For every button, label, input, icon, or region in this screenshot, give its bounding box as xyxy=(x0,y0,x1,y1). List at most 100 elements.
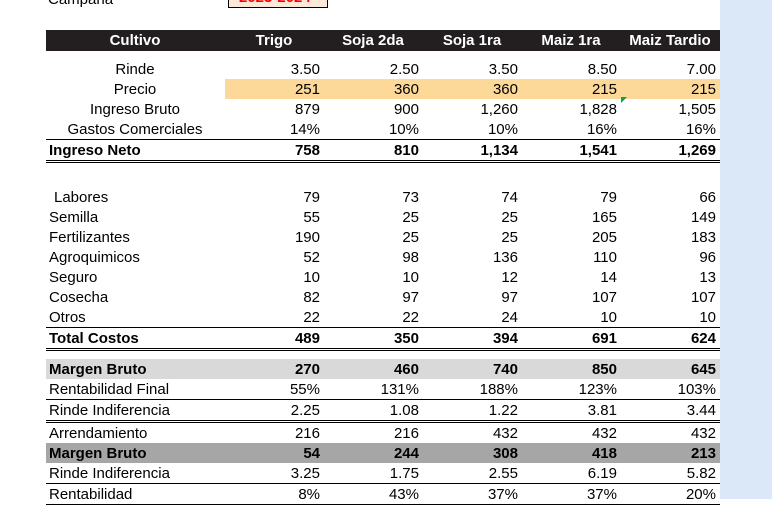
header-cell-maiz-1ra[interactable]: Maiz 1ra xyxy=(522,30,621,51)
cell-value[interactable]: 37% xyxy=(423,483,522,505)
cell-label[interactable]: Agroquimicos xyxy=(49,248,140,266)
cell-label[interactable]: Rentabilidad Final xyxy=(46,379,225,400)
cell-value[interactable]: 1,260 xyxy=(480,100,518,118)
cell-value[interactable]: 13 xyxy=(699,268,716,286)
cell-value[interactable]: 190 xyxy=(294,228,320,246)
cell-label[interactable]: Ingreso Neto xyxy=(46,139,225,163)
cell-label[interactable]: Gastos Comerciales xyxy=(46,119,225,140)
cell-value[interactable]: 149 xyxy=(690,208,716,226)
cell-value[interactable]: 24 xyxy=(423,307,522,328)
cell-value[interactable]: 691 xyxy=(522,327,621,351)
cell-value[interactable]: 740 xyxy=(423,359,522,379)
cell-value[interactable]: 10% xyxy=(423,119,522,140)
cell-value[interactable]: 16% xyxy=(522,119,621,140)
cell-value[interactable]: 131% xyxy=(324,379,423,400)
cell-value[interactable]: 183 xyxy=(690,228,716,246)
cell-value[interactable]: 1.22 xyxy=(423,399,522,423)
cell-value[interactable]: 360 xyxy=(324,79,423,99)
cell-value[interactable]: 879 xyxy=(294,100,320,118)
cell-value[interactable]: 432 xyxy=(690,424,716,442)
cell-value[interactable]: 103% xyxy=(621,379,720,400)
cell-value[interactable]: 54 xyxy=(225,443,324,463)
cell-value[interactable]: 165 xyxy=(591,208,617,226)
header-cell-soja-1ra[interactable]: Soja 1ra xyxy=(423,30,522,51)
cell-value[interactable]: 97 xyxy=(402,288,419,306)
cell-value[interactable]: 489 xyxy=(225,327,324,351)
cell-label[interactable]: Total Costos xyxy=(46,327,225,351)
cell-value[interactable]: 7.00 xyxy=(686,60,716,78)
cell-value[interactable]: 3.50 xyxy=(290,60,320,78)
cell-value[interactable]: 8% xyxy=(225,483,324,505)
cell-value[interactable]: 12 xyxy=(501,268,518,286)
cell-label[interactable]: Ingreso Bruto xyxy=(89,100,181,118)
cell-value[interactable]: 3.25 xyxy=(225,463,324,484)
cell-value[interactable]: 98 xyxy=(402,248,419,266)
cell-value[interactable]: 1,134 xyxy=(423,139,522,163)
cell-value[interactable]: 73 xyxy=(402,188,419,206)
cell-value[interactable]: 25 xyxy=(501,208,518,226)
cell-value[interactable]: 394 xyxy=(423,327,522,351)
cell-value[interactable]: 25 xyxy=(501,228,518,246)
cell-value[interactable]: 1.75 xyxy=(324,463,423,484)
cell-value[interactable]: 188% xyxy=(423,379,522,400)
cell-value[interactable]: 850 xyxy=(522,359,621,379)
cell-value[interactable]: 3.81 xyxy=(522,399,621,423)
cell-value[interactable]: 758 xyxy=(225,139,324,163)
cell-value[interactable]: 432 xyxy=(492,424,518,442)
cell-label[interactable]: Rinde Indiferencia xyxy=(46,399,225,423)
cell-value[interactable]: 624 xyxy=(621,327,720,351)
cell-value[interactable]: 216 xyxy=(393,424,419,442)
cell-value[interactable]: 432 xyxy=(591,424,617,442)
cell-value[interactable]: 14% xyxy=(225,119,324,140)
cell-value[interactable]: 215 xyxy=(621,79,720,99)
cell-value[interactable]: 110 xyxy=(593,248,617,266)
cell-value[interactable]: 37% xyxy=(522,483,621,505)
cell-value[interactable]: 1,541 xyxy=(522,139,621,163)
cell-label[interactable]: Cosecha xyxy=(49,288,109,306)
cell-value[interactable]: 123% xyxy=(522,379,621,400)
cell-value[interactable]: 25 xyxy=(402,208,419,226)
cell-value[interactable]: 10 xyxy=(621,307,720,328)
cell-value[interactable]: 136 xyxy=(492,248,518,266)
cell-value[interactable]: 900 xyxy=(393,100,419,118)
header-cell-soja-2da[interactable]: Soja 2da xyxy=(324,30,423,51)
cell-comment-indicator[interactable] xyxy=(621,97,627,103)
cell-value[interactable]: 8.50 xyxy=(587,60,617,78)
cell-value[interactable]: 10% xyxy=(324,119,423,140)
cell-value[interactable]: 215 xyxy=(522,79,621,99)
header-cell-trigo[interactable]: Trigo xyxy=(225,30,324,51)
cell-value[interactable]: 6.19 xyxy=(522,463,621,484)
cell-label[interactable]: Fertilizantes xyxy=(49,228,130,246)
cell-value[interactable]: 10 xyxy=(402,268,419,286)
cell-value[interactable]: 5.82 xyxy=(621,463,720,484)
cell-value[interactable]: 1.08 xyxy=(324,399,423,423)
cell-value[interactable]: 107 xyxy=(591,288,617,306)
cell-value[interactable]: 1,505 xyxy=(678,100,716,118)
cell-value[interactable]: 1,269 xyxy=(621,139,720,163)
cell-label[interactable]: Otros xyxy=(46,307,225,328)
cell-label[interactable]: Rinde Indiferencia xyxy=(46,463,225,484)
cell-value[interactable]: 43% xyxy=(324,483,423,505)
cell-value[interactable]: 22 xyxy=(225,307,324,328)
cell-value[interactable]: 810 xyxy=(324,139,423,163)
cell-value[interactable]: 205 xyxy=(591,228,617,246)
cell-value[interactable]: 79 xyxy=(600,188,617,206)
cell-value[interactable]: 216 xyxy=(294,424,320,442)
cell-value[interactable]: 22 xyxy=(324,307,423,328)
campaign-cell[interactable]: 2023-2024 xyxy=(228,0,328,8)
cell-value[interactable]: 251 xyxy=(225,79,324,99)
cell-value[interactable]: 16% xyxy=(621,119,720,140)
cell-label[interactable]: Rentabilidad xyxy=(46,483,225,505)
cell-value[interactable]: 2.50 xyxy=(389,60,419,78)
cell-value[interactable]: 2.55 xyxy=(423,463,522,484)
cell-value[interactable]: 3.50 xyxy=(488,60,518,78)
cell-label[interactable]: Seguro xyxy=(49,268,98,286)
cell-value[interactable]: 360 xyxy=(423,79,522,99)
cell-value[interactable]: 460 xyxy=(324,359,423,379)
cell-value[interactable]: 66 xyxy=(699,188,716,206)
cell-value[interactable]: 10 xyxy=(303,268,320,286)
cell-label[interactable]: Margen Bruto xyxy=(46,359,225,379)
cell-value[interactable]: 55% xyxy=(225,379,324,400)
cell-value[interactable]: 244 xyxy=(324,443,423,463)
cell-value[interactable]: 350 xyxy=(324,327,423,351)
